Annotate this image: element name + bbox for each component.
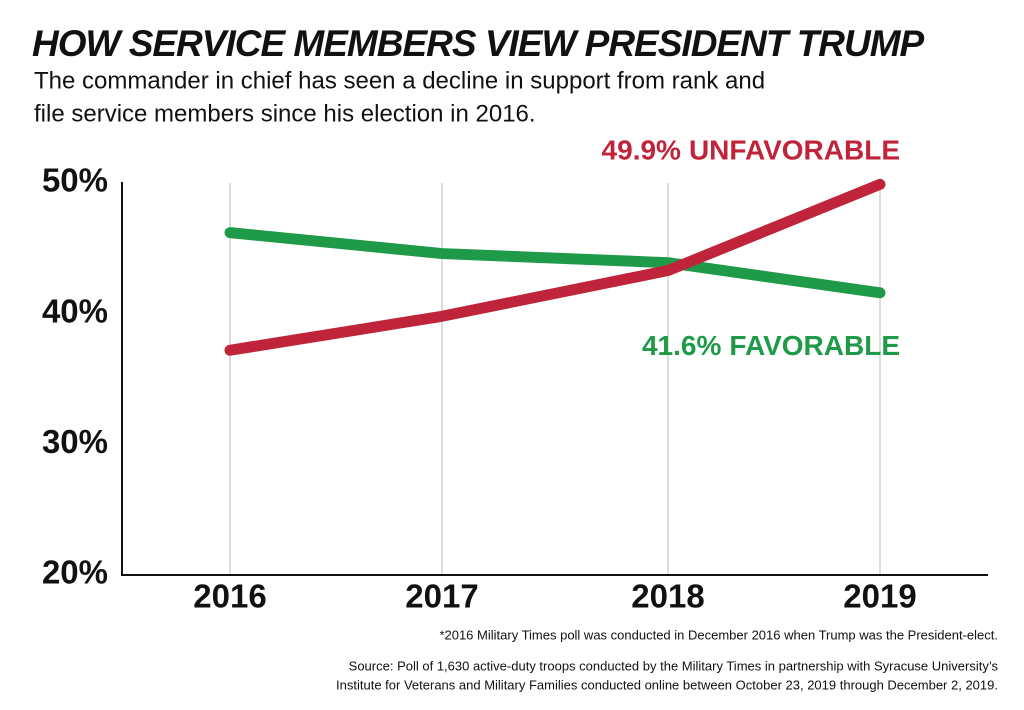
series-name: FAVORABLE (729, 330, 900, 361)
y-tick-label: 40% (42, 292, 108, 329)
x-tick-label: 2017 (405, 578, 478, 615)
value-label: 49.9% (602, 135, 681, 166)
subtitle: The commander in chief has seen a declin… (34, 67, 765, 94)
y-tick-label: 20% (42, 554, 108, 591)
series-line (224, 227, 886, 299)
footnote: *2016 Military Times poll was conducted … (439, 627, 998, 642)
source-note: Institute for Veterans and Military Fami… (336, 677, 998, 692)
series-label: 49.9% UNFAVORABLE (602, 135, 900, 166)
x-tick-label: 2019 (843, 578, 916, 615)
series-line (224, 178, 886, 356)
chart-title: HOW SERVICE MEMBERS VIEW PRESIDENT TRUMP (32, 23, 925, 64)
series-label: 41.6% FAVORABLE (642, 330, 900, 361)
x-tick-label: 2018 (631, 578, 704, 615)
x-tick-label: 2016 (193, 578, 266, 615)
series-name: UNFAVORABLE (689, 135, 900, 166)
value-label: 41.6% (642, 330, 721, 361)
y-tick-label: 30% (42, 423, 108, 460)
subtitle: file service members since his election … (34, 100, 536, 127)
y-tick-label: 50% (42, 162, 108, 199)
source-note: Source: Poll of 1,630 active-duty troops… (349, 658, 999, 673)
